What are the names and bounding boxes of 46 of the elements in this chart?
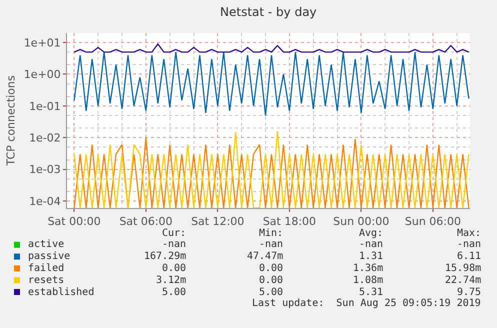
- text: 6.11: [457, 251, 482, 262]
- text: -nan: [259, 239, 284, 250]
- text: Avg:: [359, 228, 384, 239]
- text: Cur:: [162, 228, 186, 239]
- text: -nan: [457, 239, 482, 250]
- text: 5.00: [162, 287, 186, 298]
- x-tick-label: Sat 12:00: [191, 215, 244, 228]
- text: 0.00: [162, 263, 186, 274]
- line-series: [74, 51, 470, 116]
- text: 0.00: [259, 275, 284, 286]
- y-tick-label: 1e-03: [29, 163, 61, 176]
- y-tick-label: 1e-01: [29, 100, 61, 113]
- text: -nan: [162, 239, 186, 250]
- text: 1.36m: [353, 263, 384, 274]
- text: 1.08m: [353, 275, 384, 286]
- x-tick-label: Sat 18:00: [262, 215, 316, 228]
- text: -nan: [359, 239, 384, 250]
- text: Last update: Sun Aug 25 09:05:19 2019: [252, 298, 481, 309]
- text: 1.31: [359, 251, 384, 262]
- text: 3.12m: [156, 275, 186, 286]
- line-series: [74, 43, 470, 53]
- text: 5.00: [259, 287, 284, 298]
- x-tick-label: Sun 06:00: [404, 215, 461, 228]
- legend-label: resets: [28, 275, 64, 286]
- legend-label: active: [28, 239, 64, 250]
- legend-label: passive: [28, 251, 70, 262]
- y-tick-label: 1e+00: [24, 68, 61, 82]
- chart-title: Netstat - by day: [220, 5, 317, 19]
- legend-label: established: [28, 287, 94, 298]
- y-tick-label: 1e+01: [24, 36, 61, 50]
- y-tick-label: 1e-02: [29, 131, 61, 144]
- x-tick-label: Sat 06:00: [119, 215, 173, 228]
- y-tick-label: 1e-04: [29, 194, 61, 208]
- legend-label: failed: [28, 263, 64, 274]
- text: 47.47m: [247, 251, 284, 262]
- x-tick-label: Sat 00:00: [48, 215, 101, 228]
- text: 15.98m: [445, 263, 482, 274]
- text: 0.00: [259, 263, 284, 274]
- text: 167.29m: [144, 251, 186, 262]
- text: Max:: [457, 228, 482, 239]
- text: 22.74m: [445, 275, 482, 286]
- text: Min:: [259, 228, 284, 239]
- y-axis-title: TCP connections: [4, 75, 18, 167]
- text: 5.31: [359, 287, 384, 298]
- text: 9.75: [457, 287, 482, 298]
- x-tick-label: Sun 00:00: [333, 215, 390, 228]
